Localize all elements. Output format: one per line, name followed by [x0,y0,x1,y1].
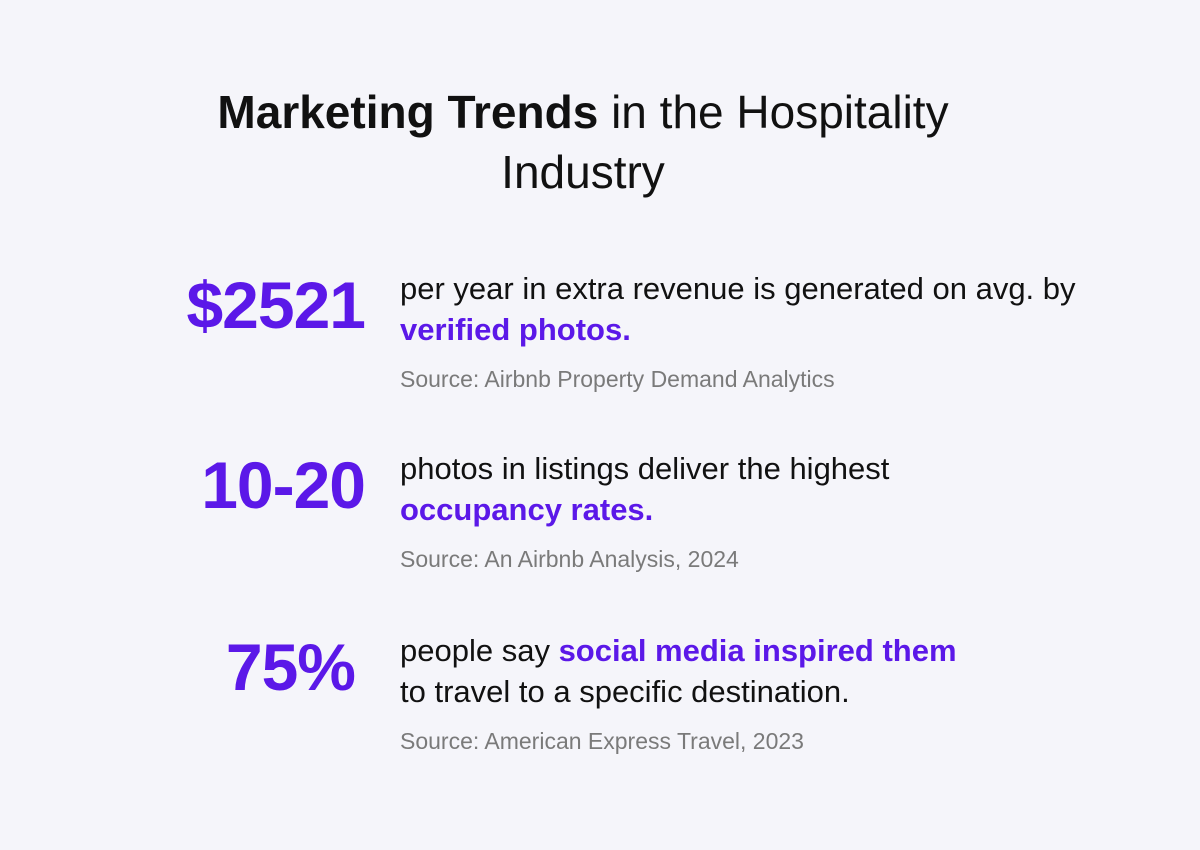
desc-highlight: verified photos. [400,312,631,347]
stat-block: 10-20 photos in listings deliver the hig… [0,450,1200,620]
title-line2: Industry [501,146,665,198]
desc-text: photos in listings deliver the highest [400,451,890,486]
stat-block: 75% people say social media inspired the… [0,632,1200,802]
desc-highlight: social media inspired them [558,633,957,668]
desc-text: people say [400,633,559,668]
desc-highlight: occupancy rates. [400,492,654,527]
page-title: Marketing Trends in the Hospitality Indu… [0,82,1166,202]
title-rest: in the Hospitality [598,86,949,138]
stat-value: 75% [225,630,356,704]
desc-text: to travel to a specific destination. [400,674,850,709]
stat-value: $2521 [186,268,366,342]
stat-description: people say social media inspired them to… [400,630,1100,712]
stat-source: Source: American Express Travel, 2023 [400,728,804,754]
stat-block: $2521 per year in extra revenue is gener… [0,270,1200,440]
stat-value: 10-20 [201,448,366,522]
title-bold: Marketing Trends [217,86,599,138]
stat-source: Source: Airbnb Property Demand Analytics [400,366,835,392]
desc-text: per year in extra revenue is generated o… [400,271,1076,306]
stat-source: Source: An Airbnb Analysis, 2024 [400,546,739,572]
stat-description: per year in extra revenue is generated o… [400,268,1100,350]
stat-description: photos in listings deliver the highest o… [400,448,1100,530]
